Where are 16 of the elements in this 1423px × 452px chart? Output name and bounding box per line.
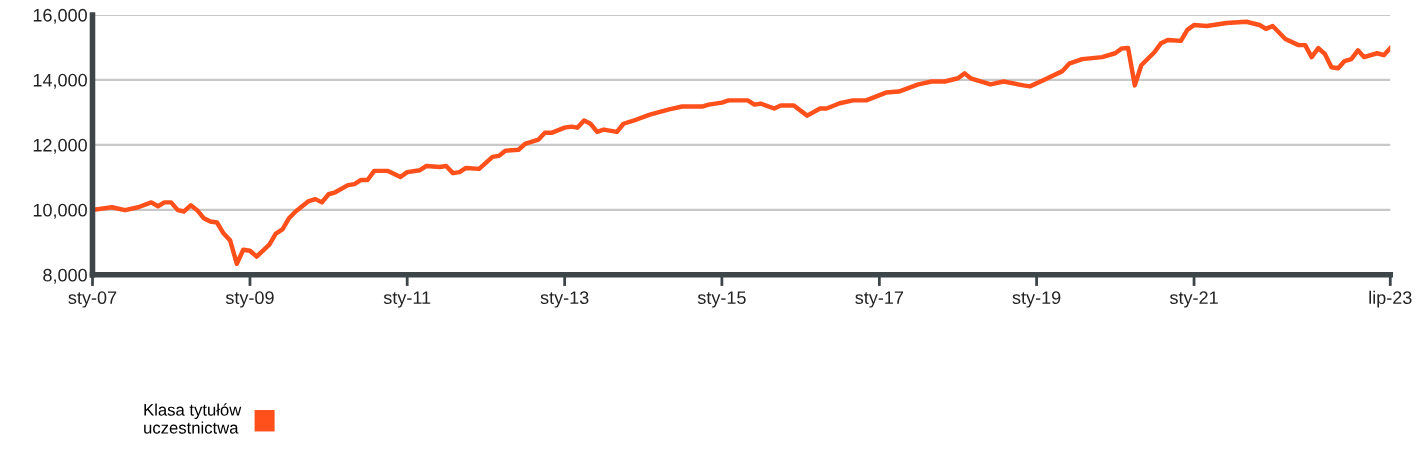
y-tick-label: 12,000: [33, 138, 87, 154]
x-tick-label: sty-11: [383, 291, 431, 308]
legend-label: Klasa tytułów uczestnictwa: [144, 403, 242, 434]
y-tick-label: 8,000: [43, 268, 87, 284]
x-tick-label: sty-15: [697, 291, 746, 308]
y-tick-label: 16,000: [33, 8, 87, 24]
x-tick-label: lip-23: [1369, 290, 1412, 308]
x-tick-label: sty-19: [1012, 291, 1061, 308]
x-tick-label: sty-07: [68, 291, 117, 308]
x-tick-label: sty-13: [540, 291, 589, 308]
line-series: [92, 19, 1391, 266]
y-tick-label: 14,000: [33, 73, 87, 89]
x-tick-label: sty-17: [855, 291, 904, 308]
x-tick-label: sty-09: [225, 291, 274, 308]
x-tick-label: sty-21: [1169, 291, 1218, 308]
y-tick-label: 10,000: [33, 203, 87, 219]
